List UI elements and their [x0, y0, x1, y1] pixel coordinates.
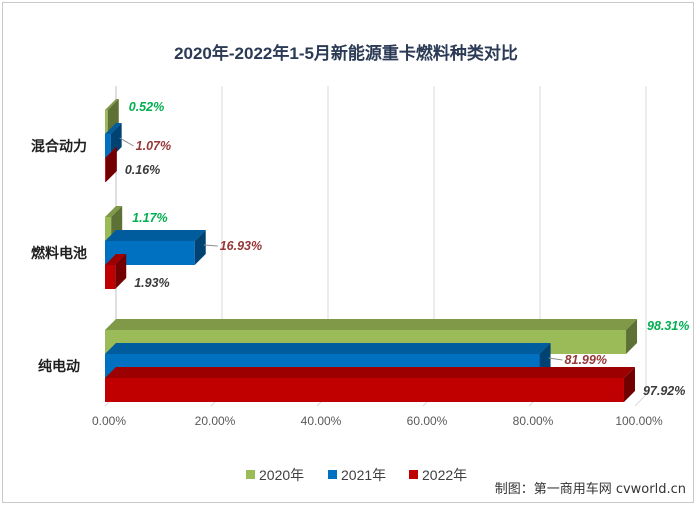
- data-label: 97.92%: [643, 384, 685, 398]
- x-tick-label: 60.00%: [407, 414, 448, 428]
- chart-title: 2020年-2022年1-5月新能源重卡燃料种类对比: [174, 43, 518, 63]
- legend-label: 2020年: [259, 467, 304, 483]
- bar: [105, 147, 117, 182]
- category-label: 混合动力: [31, 138, 87, 155]
- legend-label: 2021年: [341, 467, 386, 483]
- legend-swatch: [328, 470, 337, 479]
- x-axis-ticks: 0.00% 20.00% 40.00% 60.00% 80.00% 100.00%: [92, 414, 663, 428]
- source-credit: 制图：第一商用车网 cvworld.cn: [495, 481, 686, 497]
- leader-line: [119, 137, 134, 147]
- x-tick-label: 40.00%: [301, 414, 342, 428]
- x-tick-label: 80.00%: [513, 414, 554, 428]
- data-label: 81.99%: [565, 353, 607, 367]
- legend-swatch: [409, 470, 418, 479]
- x-tick-label: 100.00%: [615, 414, 663, 428]
- gridline-floor: [634, 394, 647, 407]
- data-label: 1.93%: [134, 276, 169, 290]
- category-label: 纯电动: [38, 358, 80, 375]
- bars: [105, 99, 638, 402]
- data-label: 0.52%: [129, 100, 164, 114]
- x-tick-label: 0.00%: [92, 414, 126, 428]
- bar: [105, 367, 635, 402]
- leader-line: [548, 357, 563, 361]
- data-label: 98.31%: [647, 319, 689, 333]
- bar: [105, 230, 206, 265]
- data-label: 0.16%: [125, 163, 160, 177]
- data-labels: 0.52% 1.07% 0.16% 1.17% 16.93% 1.93% 98.31% 81.…: [119, 100, 689, 398]
- data-label: 1.07%: [136, 139, 171, 153]
- leader-line: [203, 244, 218, 247]
- category-label: 燃料电池: [31, 245, 87, 262]
- chart-frame: 2020年-2022年1-5月新能源重卡燃料种类对比 混合动力燃料电池纯电动 0…: [2, 2, 694, 503]
- data-label: 16.93%: [220, 239, 262, 253]
- legend: 2020年 2021年 2022年: [246, 467, 467, 483]
- data-label: 1.17%: [132, 211, 167, 225]
- bar: [105, 123, 122, 158]
- x-tick-label: 20.00%: [195, 414, 236, 428]
- legend-swatch: [246, 470, 255, 479]
- legend-label: 2022年: [422, 467, 467, 483]
- bar: [105, 254, 127, 289]
